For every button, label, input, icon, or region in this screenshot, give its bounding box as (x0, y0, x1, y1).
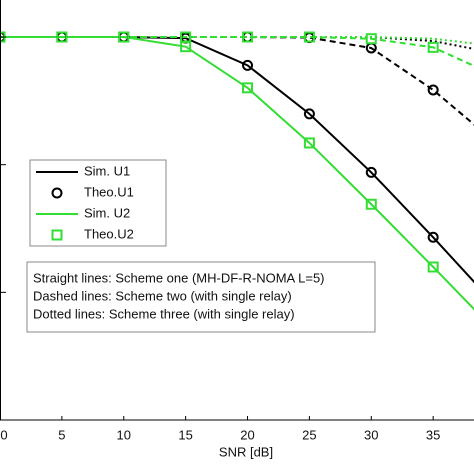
theory-marker (365, 166, 377, 178)
legend-label: Theo.U2 (84, 226, 134, 241)
annotation: Dashed lines: Scheme two (with single re… (33, 288, 292, 303)
theory-marker (427, 261, 439, 273)
annotation: Dotted lines: Scheme three (with single … (33, 306, 295, 321)
theory-marker (242, 82, 254, 94)
x-tick-label: 0 (0, 427, 7, 442)
theory-marker (242, 59, 254, 71)
annotation-box (26, 261, 376, 333)
theory-marker (427, 231, 439, 243)
theory-marker (365, 33, 377, 45)
annotation: Straight lines: Scheme one (MH-DF-R-NOMA… (33, 270, 325, 285)
theory-marker (365, 198, 377, 210)
x-tick-label: 30 (364, 427, 378, 442)
theory-marker (427, 84, 439, 96)
plot-area (0, 31, 474, 311)
theory-marker (118, 31, 130, 43)
x-tick-label: 5 (58, 427, 65, 442)
x-tick-label: 10 (117, 427, 131, 442)
x-tick-label: 20 (240, 427, 254, 442)
legend-swatch (51, 229, 63, 241)
x-tick-label: 35 (426, 427, 440, 442)
legend-label: Sim. U1 (84, 163, 130, 178)
theory-marker (303, 137, 315, 149)
theory-marker (427, 41, 439, 53)
theory-marker (56, 31, 68, 43)
x-axis-label: SNR [dB] (219, 444, 273, 459)
legend-label: Theo.U1 (84, 184, 134, 199)
theory-marker (303, 31, 315, 43)
x-tick-label: 15 (178, 427, 192, 442)
theory-marker (303, 108, 315, 120)
legend-swatch (51, 187, 63, 199)
x-tick-label: 25 (302, 427, 316, 442)
series-line (0, 36, 474, 67)
theory-marker (242, 31, 254, 43)
theory-marker (180, 31, 192, 43)
legend-label: Sim. U2 (84, 205, 130, 220)
